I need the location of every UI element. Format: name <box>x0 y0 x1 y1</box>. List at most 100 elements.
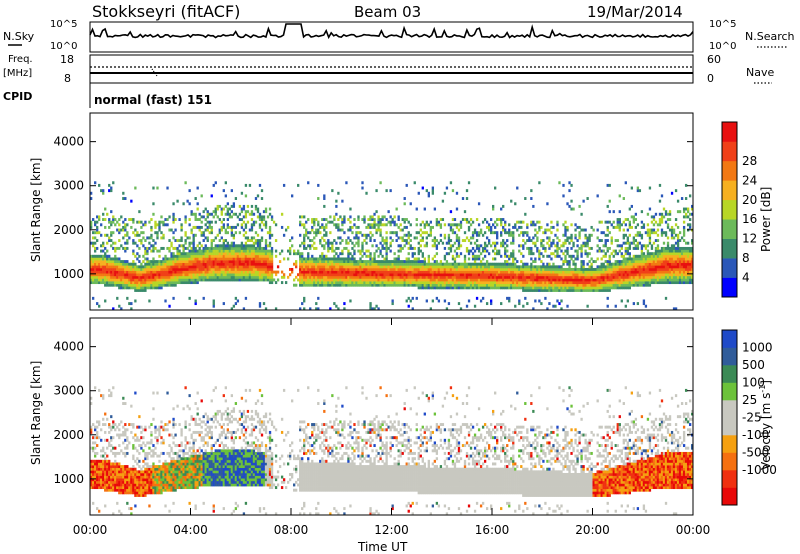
power-cell <box>568 265 571 269</box>
power-cell <box>532 270 535 274</box>
power-cell <box>423 281 426 285</box>
power-cell <box>526 239 529 243</box>
power-cell <box>642 257 646 261</box>
power-cell <box>620 283 623 287</box>
power-cell <box>244 262 248 266</box>
power-cell <box>192 281 195 285</box>
power-cell <box>369 267 372 271</box>
power-cell <box>367 262 370 266</box>
power-cell <box>447 267 451 271</box>
power-cell <box>463 239 467 243</box>
power-cell <box>666 249 670 253</box>
power-cell <box>206 246 209 250</box>
power-cell <box>92 281 95 285</box>
power-cell <box>606 225 609 229</box>
power-cell <box>642 302 646 306</box>
power-cell <box>640 254 644 258</box>
power-cell <box>333 262 336 266</box>
power-cell <box>190 275 193 279</box>
power-cell <box>250 254 254 258</box>
power-cell <box>331 262 334 266</box>
power-cell <box>658 270 662 274</box>
power-cell <box>425 265 428 269</box>
power-cell <box>134 273 137 277</box>
power-cell <box>148 260 151 264</box>
power-cell <box>299 307 302 311</box>
power-cell <box>656 254 660 258</box>
power-cell <box>538 220 541 224</box>
power-cell <box>568 204 571 208</box>
power-cell <box>377 228 380 232</box>
power-cell <box>361 260 364 264</box>
power-cell <box>485 278 489 282</box>
power-cell <box>301 302 304 306</box>
power-cell <box>198 257 201 261</box>
power-cell <box>172 212 175 216</box>
power-cell <box>260 228 264 232</box>
power-cell <box>395 267 398 271</box>
power-cell <box>232 273 236 277</box>
power-cell <box>150 283 153 287</box>
power-cell <box>570 270 573 274</box>
power-cell <box>224 181 227 185</box>
power-cell <box>447 239 451 243</box>
power-cell <box>160 270 163 274</box>
power-cell <box>498 262 501 266</box>
power-cell <box>130 286 133 290</box>
power-cell <box>327 275 330 279</box>
power-cell <box>530 288 533 292</box>
power-cell <box>558 270 561 274</box>
power-cell <box>164 270 167 274</box>
power-cell <box>453 273 457 277</box>
power-cell <box>138 246 141 250</box>
power-cell <box>150 249 153 253</box>
power-cell <box>329 267 332 271</box>
power-cell <box>417 283 420 287</box>
power-cell <box>327 249 330 253</box>
power-cell <box>660 267 664 271</box>
power-cell <box>496 283 499 287</box>
power-cell <box>453 275 457 279</box>
power-cell <box>433 278 437 282</box>
power-cell <box>628 278 631 282</box>
power-cell <box>654 220 658 224</box>
power-cell <box>604 281 607 285</box>
power-cell <box>409 244 412 248</box>
power-cell <box>317 281 320 285</box>
power-cell <box>150 265 153 269</box>
power-cell <box>303 265 306 269</box>
power-cell <box>303 257 306 261</box>
power-cell <box>252 262 256 266</box>
power-cell <box>401 228 404 232</box>
power-cell <box>640 267 644 271</box>
power-cell <box>365 191 368 195</box>
power-cell <box>560 267 563 271</box>
power-cell <box>427 278 430 282</box>
power-cell <box>351 254 354 258</box>
power-cell <box>252 270 256 274</box>
power-cell <box>441 273 445 277</box>
power-cell <box>176 273 179 277</box>
power-cell <box>580 260 583 264</box>
power-cell <box>333 275 336 279</box>
power-cell <box>578 225 581 229</box>
power-cell <box>270 257 274 261</box>
power-cell <box>341 239 344 243</box>
power-cell <box>449 270 453 274</box>
power-cell <box>437 281 441 285</box>
power-cell <box>415 223 418 227</box>
power-cell <box>463 273 467 277</box>
power-cell <box>144 262 147 266</box>
power-cell <box>212 260 215 264</box>
power-cell <box>367 249 370 253</box>
power-cell <box>494 267 497 271</box>
power-cell <box>447 281 451 285</box>
power-cell <box>640 270 644 274</box>
power-cell <box>485 275 489 279</box>
power-cell <box>650 244 654 248</box>
power-cell <box>220 267 223 271</box>
power-cell <box>305 231 308 235</box>
power-cell <box>584 270 587 274</box>
power-cell <box>174 246 177 250</box>
power-cell <box>124 278 127 282</box>
